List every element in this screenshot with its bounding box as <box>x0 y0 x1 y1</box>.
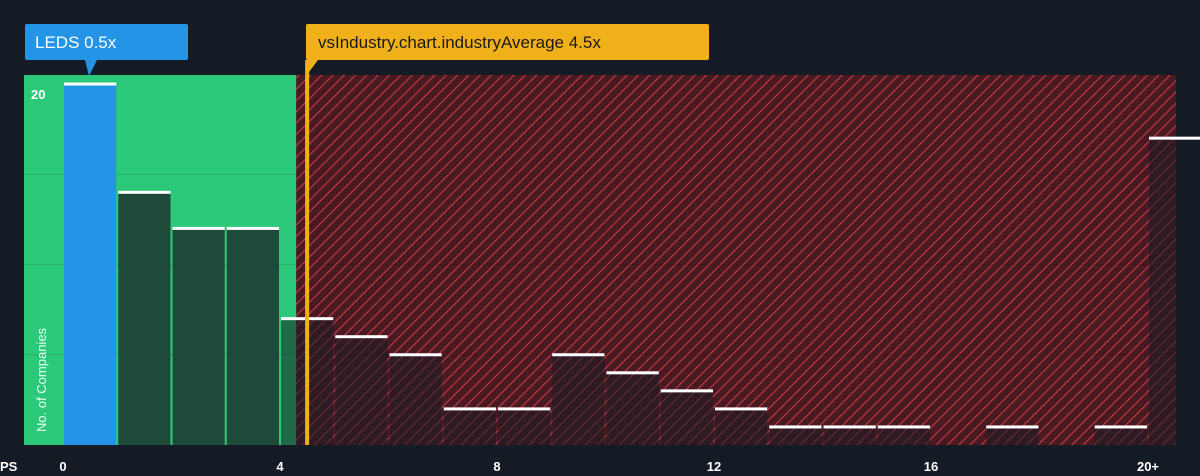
histogram-bar-top <box>1149 136 1200 140</box>
histogram-bar <box>498 408 551 445</box>
histogram-bar-top <box>823 425 876 429</box>
industry-callout: vsIndustry.chart.industryAverage 4.5x <box>306 24 709 76</box>
histogram-bar-top <box>769 425 822 429</box>
histogram-bar-top <box>986 425 1039 429</box>
histogram-bar-top <box>552 353 605 357</box>
x-axis-label: PS <box>0 459 18 474</box>
overvalued-zone <box>296 75 1176 445</box>
histogram-bar <box>118 192 171 445</box>
y-tick-label: 20 <box>31 87 45 102</box>
histogram-bar <box>172 228 225 445</box>
histogram-bar-top <box>877 425 930 429</box>
histogram-bar <box>226 228 279 445</box>
x-tick-label: 0 <box>59 459 66 474</box>
histogram-bar <box>335 336 388 445</box>
industry-callout-pointer <box>306 60 318 76</box>
histogram-bar <box>877 426 930 445</box>
histogram-bar-top <box>443 407 496 411</box>
histogram-bar <box>1094 426 1147 445</box>
histogram-bar-top <box>606 371 659 375</box>
y-axis-ticks: 20 <box>31 87 45 102</box>
histogram-bar-top <box>389 353 442 357</box>
histogram-bar <box>823 426 876 445</box>
industry-callout-box <box>306 24 709 60</box>
x-tick-label: 16 <box>924 459 938 474</box>
histogram-bar-top <box>118 190 171 194</box>
histogram-bar <box>660 390 713 445</box>
histogram-bar <box>64 84 117 446</box>
y-axis-label: No. of Companies <box>34 327 49 432</box>
histogram-bar-top <box>660 389 713 393</box>
histogram-bars <box>64 82 1200 446</box>
company-callout-label: LEDS 0.5x <box>35 33 117 52</box>
histogram-bar <box>389 354 442 445</box>
histogram-bar-top <box>226 226 279 230</box>
histogram-bar-top <box>1094 425 1147 429</box>
company-callout-pointer <box>85 60 97 76</box>
x-tick-label: 12 <box>707 459 721 474</box>
histogram-bar <box>552 354 605 445</box>
histogram-bar <box>715 408 768 445</box>
histogram-bar <box>986 426 1039 445</box>
histogram-bar <box>443 408 496 445</box>
x-tick-label: 4 <box>276 459 284 474</box>
histogram-bar <box>1149 138 1200 446</box>
value-markers <box>305 60 310 445</box>
x-tick-label: 20+ <box>1137 459 1159 474</box>
x-tick-label: 8 <box>493 459 500 474</box>
histogram-bar <box>769 426 822 445</box>
histogram-bar-top <box>172 226 225 230</box>
histogram-bar-top <box>498 407 551 411</box>
company-callout: LEDS 0.5x <box>25 24 188 76</box>
histogram-bar-top <box>335 335 388 339</box>
x-axis-ticks: PS 0 4 8 12 16 20+ <box>0 459 1159 474</box>
company-callout-box <box>25 24 188 60</box>
histogram-bar <box>606 372 659 445</box>
histogram-bar-top <box>64 82 117 86</box>
industry-average-line <box>305 60 310 445</box>
valuation-zones <box>24 75 1176 445</box>
industry-callout-label: vsIndustry.chart.industryAverage 4.5x <box>318 33 601 52</box>
histogram-bar-top <box>715 407 768 411</box>
